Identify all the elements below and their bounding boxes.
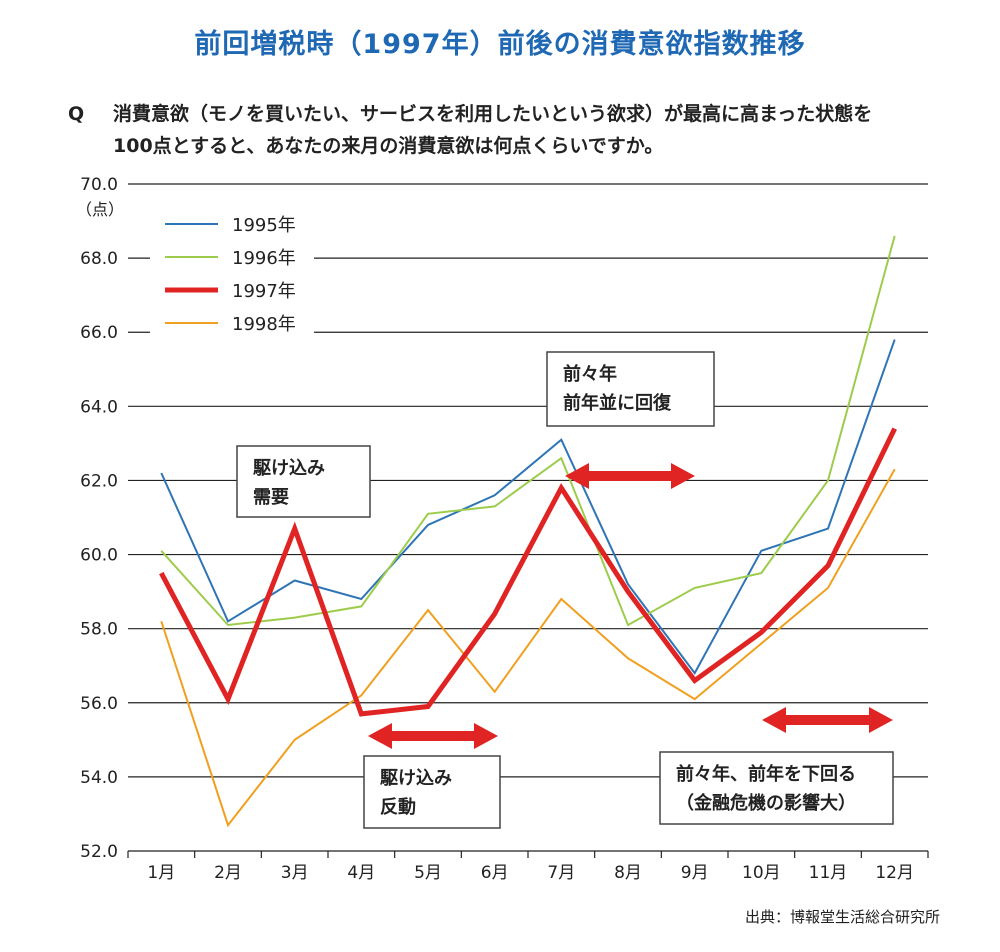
y-tick-label: 56.0 [80,694,118,714]
y-tick-label: 64.0 [80,397,118,417]
x-tick-label: 3月 [281,863,309,883]
x-tick-label: 11月 [809,863,848,883]
y-tick-label: 58.0 [80,620,118,640]
x-tick-label: 9月 [681,863,709,883]
y-tick-label: 68.0 [80,249,118,269]
x-tick-label: 5月 [414,863,442,883]
chart-title: 前回増税時（1997年）前後の消費意欲指数推移 [194,29,806,60]
annotation-text: 駆け込み [253,458,325,479]
legend-label: 1996年 [232,248,296,269]
axes: 52.0 54.0 56.0 58.0 60.0 62.0 64.0 66.0 68.0 70.0… [76,175,929,883]
legend-label: 1998年 [232,314,296,335]
legend-label: 1995年 [232,215,296,236]
annotation-text: 前々年 [563,363,617,385]
annotation-text: 反動 [380,796,416,818]
y-tick-label: 52.0 [80,842,118,862]
y-tick-label: 62.0 [80,471,118,491]
annotation-box [546,351,715,427]
x-tick-label: 7月 [547,863,575,883]
annotation-text: 前々年、前年を下回る [676,763,856,785]
x-tick-label: 12月 [875,863,914,883]
series-line-1995年 [160,339,896,675]
double-arrow [565,463,695,489]
annotation-text: 駆け込み [380,768,452,789]
y-tick-label: 70.0 [80,175,118,195]
annotation-text: （金融危機の影響大） [676,792,856,814]
legend: 1995年 1996年 1997年 1998年 [165,215,296,335]
annotation-box [363,755,501,829]
annotation-box [659,751,894,825]
series-line-1997年 [159,427,897,717]
double-arrow [762,707,893,733]
double-arrow [368,723,498,749]
x-tick-label: 1月 [147,863,175,883]
question-line-1: 消費意欲（モノを買いたい、サービスを利用したいという欲求）が最高に高まった状態を [113,103,873,125]
y-tick-label: 54.0 [80,768,118,788]
annotation-text: 前年並に回復 [563,392,672,414]
series-lines [159,235,897,828]
x-tick-label: 8月 [614,863,642,883]
annotations: 駆け込み需要駆け込み反動前々年前年並に回復前々年、前年を下回る（金融危機の影響大… [236,351,894,829]
legend-label: 1997年 [232,281,296,302]
x-tick-label: 10月 [742,863,781,883]
y-tick-label: 60.0 [80,546,118,566]
question-line-2: 100点とすると、あなたの来月の消費意欲は何点くらいですか。 [113,135,664,157]
series-line-1996年 [160,235,896,627]
x-tick-label: 4月 [347,863,375,883]
survey-question: Q 消費意欲（モノを買いたい、サービスを利用したいという欲求）が最高に高まった状… [68,98,968,162]
y-axis-unit: （点） [76,200,124,219]
source-note: 出典：博報堂生活総合研究所 [744,908,940,926]
annotation-text: 需要 [253,487,289,508]
x-tick-label: 6月 [481,863,509,883]
y-tick-label: 66.0 [80,323,118,343]
question-prefix: Q [68,103,85,125]
series-line-1998年 [160,468,896,828]
x-tick-label: 2月 [214,863,242,883]
annotation-box [236,445,371,518]
